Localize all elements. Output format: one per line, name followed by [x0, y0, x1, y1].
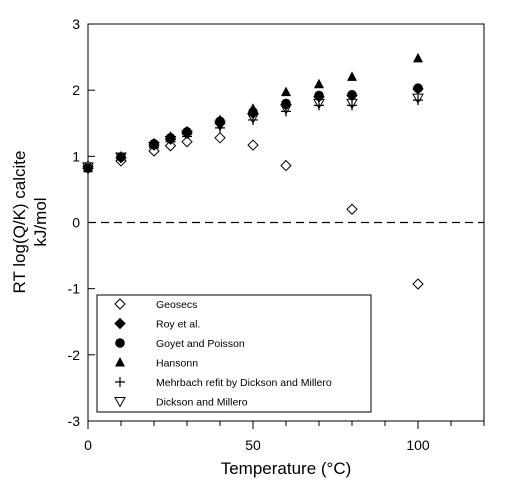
data-point-triangle-up-filled [347, 71, 357, 81]
data-point-diamond-open [181, 136, 193, 148]
data-point-diamond-open [346, 203, 358, 215]
y-tick-label: 1 [72, 148, 80, 164]
data-point-plus [413, 95, 423, 106]
x-tick-label: 100 [406, 437, 430, 453]
x-tick-label: 50 [245, 437, 261, 453]
legend-label: Mehrbach refit by Dickson and Millero [156, 377, 332, 389]
data-point-diamond-filled [313, 91, 325, 103]
data-point-diamond-open [148, 145, 160, 157]
data-point-diamond-open [280, 159, 292, 172]
data-point-triangle-up-filled [281, 86, 291, 97]
y-axis-title-line1: RT log(Q/K) calcite [10, 151, 29, 294]
legend-label: Hansonn [156, 358, 198, 370]
data-point-triangle-up-filled [314, 78, 324, 89]
data-point-diamond-open [247, 139, 259, 151]
data-point-diamond-filled [280, 99, 292, 111]
x-tick-label: 0 [84, 437, 92, 453]
legend-marker-triangle-up-filled [115, 357, 125, 367]
data-point-diamond-open [214, 132, 226, 144]
y-axis-title-line2: kJ/mol [31, 197, 50, 246]
x-axis-title: Temperature (°C) [221, 459, 352, 478]
legend-label: Dickson and Millero [156, 397, 248, 409]
data-point-plus [347, 100, 357, 111]
y-tick-label: 3 [72, 16, 80, 32]
data-marks [82, 52, 424, 290]
data-point-diamond-filled [164, 133, 177, 145]
data-point-diamond-filled [214, 117, 226, 129]
y-tick-label: -1 [68, 281, 81, 297]
data-point-diamond-filled [148, 139, 160, 151]
data-point-diamond-filled [82, 162, 94, 174]
legend-marker-circle-filled [115, 338, 125, 348]
data-point-diamond-open [412, 278, 424, 290]
data-point-triangle-up-filled [413, 52, 423, 63]
legend-marker-diamond-filled [114, 317, 126, 330]
y-tick-label: -2 [68, 347, 81, 363]
legend-label: Roy et al. [156, 319, 200, 331]
legend-marker-plus [115, 377, 125, 387]
data-point-diamond-filled [181, 127, 193, 139]
axis-ticks: -3 -2 -1 0 1 2 3 0 50 100 [68, 16, 485, 453]
y-tick-label: 2 [72, 82, 80, 98]
data-point-diamond-filled [346, 89, 358, 102]
data-point-diamond-filled [412, 83, 424, 95]
legend-box [96, 294, 372, 413]
legend-marker-diamond-open [114, 298, 126, 310]
data-point-diamond-open [164, 140, 177, 152]
data-point-diamond-filled [247, 107, 259, 120]
legend-entries: Geosecs Roy et al. Goyet and Poisson Hanson… [114, 298, 332, 409]
legend-label: Goyet and Poisson [156, 338, 245, 350]
legend-marker-triangle-down-open [114, 397, 126, 408]
legend-label: Geosecs [156, 299, 197, 311]
y-tick-label: 0 [72, 215, 80, 231]
legend: Geosecs Roy et al. Goyet and Poisson Hanson… [96, 294, 372, 413]
y-tick-label: -3 [68, 413, 81, 429]
data-point-diamond-filled [115, 151, 127, 164]
